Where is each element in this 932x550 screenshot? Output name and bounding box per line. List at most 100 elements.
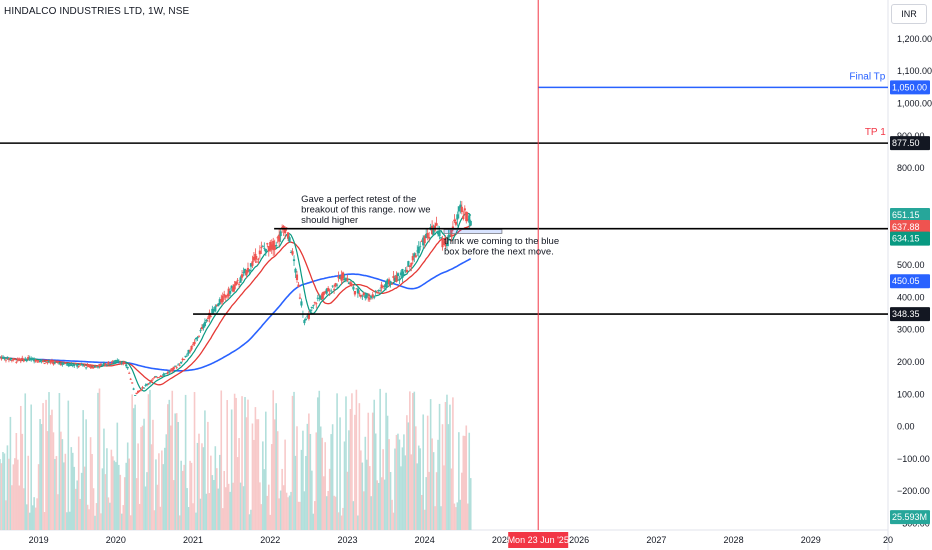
candle-body (43, 363, 46, 365)
x-tick-label: 2022 (260, 535, 280, 545)
volume-bar (205, 493, 208, 530)
volume-bar (285, 492, 288, 530)
support-line-price-label: 348.35 (892, 309, 920, 319)
candle-body (9, 359, 12, 361)
candle-body (319, 295, 322, 300)
volume-bar (126, 442, 129, 530)
volume-bar (269, 514, 272, 530)
candle-body (193, 341, 196, 345)
candle-body (41, 360, 45, 363)
candle-body (407, 261, 410, 267)
annotation-final-tp: Final Tp (849, 71, 885, 82)
y-tick-label: 400.00 (897, 292, 925, 302)
candle-body (364, 295, 367, 299)
volume-bar (282, 485, 285, 530)
volume-bar (76, 480, 79, 530)
candle-body (448, 234, 452, 237)
candle-body (71, 365, 74, 367)
candle-body (89, 367, 92, 368)
candle-body (232, 286, 235, 292)
candle-body (395, 275, 398, 282)
price-tag (890, 208, 930, 222)
candle-body (312, 305, 315, 307)
candle-body (119, 361, 122, 363)
candle-body (110, 363, 113, 364)
volume-bar (360, 450, 362, 530)
volume-bar (211, 475, 214, 530)
volume-bar (61, 439, 64, 530)
volume-bar (452, 397, 454, 530)
candle-body (90, 366, 94, 369)
volume-bar (120, 513, 123, 530)
candle-body (7, 358, 11, 360)
candle-body (269, 242, 272, 251)
volume-bar (113, 460, 116, 530)
volume-bar (128, 458, 130, 530)
volume-bar (455, 507, 457, 530)
candle-body (468, 215, 471, 223)
support-line-price-tag (890, 307, 930, 322)
candle-body (414, 255, 417, 258)
candle-body (144, 384, 147, 386)
volume-bar (175, 413, 178, 530)
candle-body (355, 288, 358, 290)
candle-body (445, 243, 449, 246)
candle-body (85, 367, 88, 369)
candle-body (92, 367, 95, 369)
volume-bar (440, 506, 442, 530)
candle-body (105, 364, 109, 366)
volume-bar (435, 472, 438, 530)
candle-body (34, 359, 37, 362)
candle-body (255, 261, 258, 263)
x-tick-label: 2027 (646, 535, 666, 545)
candle-body (16, 358, 19, 361)
candle-body (282, 225, 285, 230)
volume-bar (420, 494, 423, 530)
volume-bar (70, 447, 73, 530)
volume-bar (100, 513, 102, 530)
currency-button[interactable]: INR (891, 4, 927, 24)
candle-body (380, 284, 383, 289)
volume-bar (89, 437, 92, 530)
candle-body (454, 221, 457, 225)
candle-body (3, 357, 6, 360)
volume-bar (377, 482, 380, 530)
volume-bar (46, 431, 49, 530)
volume-bar (334, 496, 337, 530)
candle-body (413, 253, 416, 257)
candle-body (340, 275, 343, 281)
volume-bar (169, 425, 172, 530)
volume-bar (331, 424, 334, 530)
volume-bar (417, 445, 420, 530)
volume-bar (150, 444, 153, 530)
candle-body (352, 286, 355, 290)
candle-body (373, 297, 376, 298)
volume-bar (137, 443, 139, 530)
candle-body (307, 313, 310, 319)
volume-bar (419, 448, 422, 530)
candle-body (15, 361, 18, 363)
candle-body (324, 291, 327, 293)
volume-bar (322, 476, 325, 530)
candle-body (316, 297, 319, 299)
candle-body (56, 361, 60, 363)
candle-body (141, 387, 144, 389)
candle-body (28, 357, 31, 361)
candle-body (202, 324, 205, 329)
candle-body (398, 279, 401, 281)
volume-bar (161, 450, 163, 530)
candle-body (52, 362, 55, 365)
volume-bar (25, 504, 28, 530)
volume-bar (55, 456, 58, 530)
candle-body (50, 360, 54, 363)
volume-bar (31, 505, 34, 530)
candle-body (297, 284, 300, 287)
volume-bar (431, 438, 433, 530)
candle-body (156, 377, 159, 379)
candle-body (67, 363, 70, 366)
volume-bar (220, 390, 223, 530)
candle-body (260, 247, 263, 249)
volume-bar (232, 482, 234, 530)
candle-body (254, 253, 257, 260)
